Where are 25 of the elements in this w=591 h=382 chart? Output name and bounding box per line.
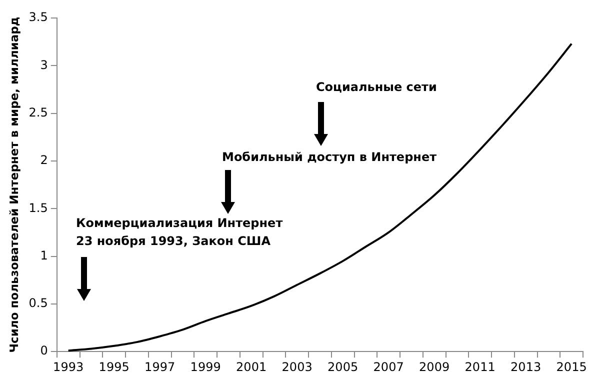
x-tick-label: 2003 (282, 360, 312, 374)
annotation: Социальные сети (316, 79, 437, 96)
y-tick-label: 3 (40, 58, 48, 72)
x-tick-label: 2007 (373, 360, 404, 374)
y-tick-label: 2.5 (28, 105, 48, 120)
x-tick-label: 2005 (328, 360, 358, 374)
x-tick-label: 2001 (236, 360, 267, 374)
x-tick-label: 1993 (53, 360, 84, 374)
annotation: Мобильный доступ в Интернет (222, 149, 437, 166)
line-series (67, 42, 573, 352)
y-tick-label: 0 (40, 344, 48, 358)
x-tick-label: 1999 (190, 360, 221, 374)
y-axis-title: Чсило пользователей Интернет в мире, миллиард (6, 16, 21, 353)
x-tick-label: 1997 (144, 360, 176, 374)
x-tick-label: 2009 (419, 360, 450, 374)
y-tick-label: 1.5 (28, 200, 48, 215)
y-tick-label: 2 (40, 153, 48, 168)
y-tick-label: 0.5 (28, 296, 48, 310)
y-tick-label: 3.5 (28, 10, 48, 24)
x-tick-label: 2011 (464, 360, 496, 374)
x-tick-label: 1995 (98, 360, 130, 374)
annotation: Коммерциализация Интернет 23 ноября 1993, Закон США (76, 215, 283, 250)
x-tick-label: 2015 (556, 360, 587, 374)
x-tick-label: 2013 (510, 360, 542, 374)
y-tick-label: 1 (40, 248, 48, 262)
